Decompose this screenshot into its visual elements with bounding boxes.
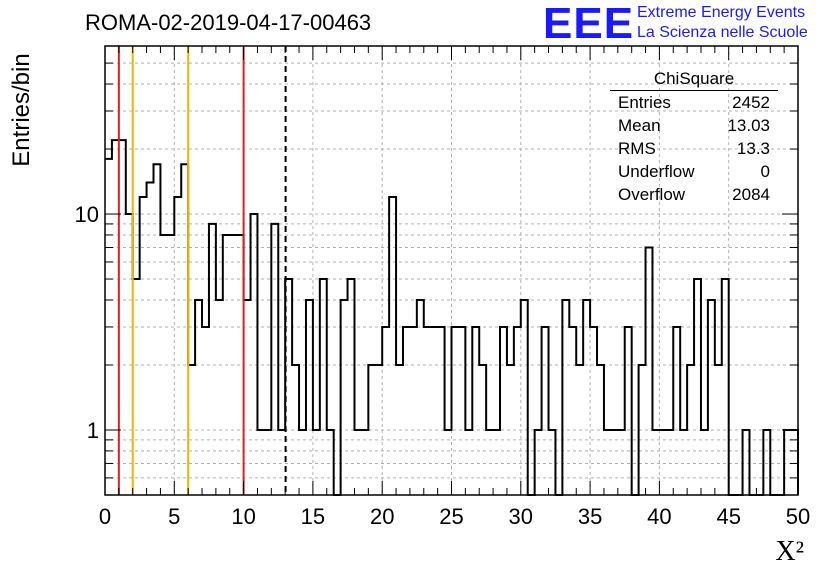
x-tick-label: 0 bbox=[99, 504, 111, 529]
logo-caption: Extreme Energy Events La Scienza nelle S… bbox=[637, 3, 808, 43]
x-tick-label: 25 bbox=[439, 504, 463, 529]
stats-value: 0 bbox=[760, 162, 770, 181]
stats-row-underflow: Underflow 0 bbox=[610, 160, 778, 183]
stats-row-rms: RMS 13.3 bbox=[610, 137, 778, 160]
x-tick-label: 10 bbox=[231, 504, 255, 529]
x-tick-label: 5 bbox=[168, 504, 180, 529]
stats-row-mean: Mean 13.03 bbox=[610, 114, 778, 137]
stats-value: 2452 bbox=[732, 93, 770, 112]
stats-row-entries: Entries 2452 bbox=[610, 91, 778, 114]
x-tick-label: 15 bbox=[301, 504, 325, 529]
stats-value: 2084 bbox=[732, 185, 770, 204]
stats-box: ChiSquare Entries 2452 Mean 13.03 RMS 13… bbox=[610, 68, 778, 208]
x-axis-label: X² bbox=[775, 536, 804, 567]
stats-value: 13.3 bbox=[736, 139, 770, 158]
logo-caption-line2: La Scienza nelle Scuole bbox=[637, 24, 808, 41]
x-tick-label: 50 bbox=[786, 504, 810, 529]
stats-title: ChiSquare bbox=[610, 68, 778, 91]
stats-row-overflow: Overflow 2084 bbox=[610, 183, 778, 206]
stats-value: 13.03 bbox=[727, 116, 770, 135]
histogram-line bbox=[105, 139, 799, 496]
eee-logo: EEE bbox=[543, 0, 635, 48]
x-tick-label: 20 bbox=[370, 504, 394, 529]
x-tick-label: 35 bbox=[578, 504, 602, 529]
chart-title: ROMA-02-2019-04-17-00463 bbox=[85, 10, 372, 35]
x-tick-label: 40 bbox=[647, 504, 671, 529]
x-tick-label: 45 bbox=[716, 504, 740, 529]
y-tick-label: 1 bbox=[87, 418, 99, 443]
stats-label: RMS bbox=[618, 139, 656, 158]
stats-label: Overflow bbox=[618, 185, 686, 204]
stats-label: Underflow bbox=[618, 162, 695, 181]
x-tick-label: 30 bbox=[509, 504, 533, 529]
stats-label: Mean bbox=[618, 116, 661, 135]
y-tick-label: 10 bbox=[75, 202, 99, 227]
stats-label: Entries bbox=[618, 93, 671, 112]
logo-caption-line1: Extreme Energy Events bbox=[637, 4, 806, 21]
